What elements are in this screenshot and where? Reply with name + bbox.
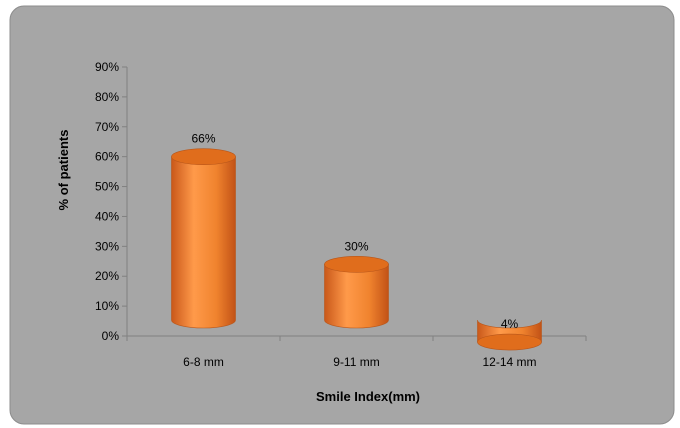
- y-tick-label: 20%: [95, 269, 119, 283]
- x-axis: 6-8 mm 9-11 mm 12-14 mm: [126, 335, 587, 369]
- y-tick-label: 80%: [95, 90, 119, 104]
- y-tick-label: 70%: [95, 120, 119, 134]
- y-tick-label: 60%: [95, 150, 119, 164]
- data-labels: 66% 30% 4%: [191, 132, 518, 331]
- bars: [171, 148, 542, 351]
- bar: [171, 148, 236, 329]
- y-tick-label: 40%: [95, 209, 119, 223]
- y-tick-label: 50%: [95, 180, 119, 194]
- bar-body: [171, 156, 236, 329]
- x-tick-label: 9-11 mm: [333, 355, 379, 369]
- y-tick-label: 30%: [95, 239, 119, 253]
- x-tick-label: 12-14 mm: [482, 355, 536, 369]
- y-tick-label: 0%: [102, 329, 120, 343]
- x-tick-label: 6-8 mm: [183, 355, 224, 369]
- bar-top: [477, 333, 542, 351]
- y-axis-title: % of patients: [56, 130, 71, 211]
- bar-body: [324, 264, 389, 329]
- y-tick-label: 90%: [95, 60, 119, 74]
- x-axis-title: Smile Index(mm): [316, 389, 420, 404]
- data-label: 4%: [501, 317, 519, 331]
- y-tick-label: 10%: [95, 299, 119, 313]
- bar: [477, 319, 542, 351]
- data-label: 66%: [191, 132, 215, 146]
- y-axis: 0% 10% 20% 30% 40% 50% 60% 70% 80% 90%: [95, 60, 128, 343]
- bar-top: [171, 148, 236, 166]
- data-label: 30%: [344, 239, 368, 253]
- bar-top: [324, 256, 389, 273]
- bar: [324, 256, 389, 329]
